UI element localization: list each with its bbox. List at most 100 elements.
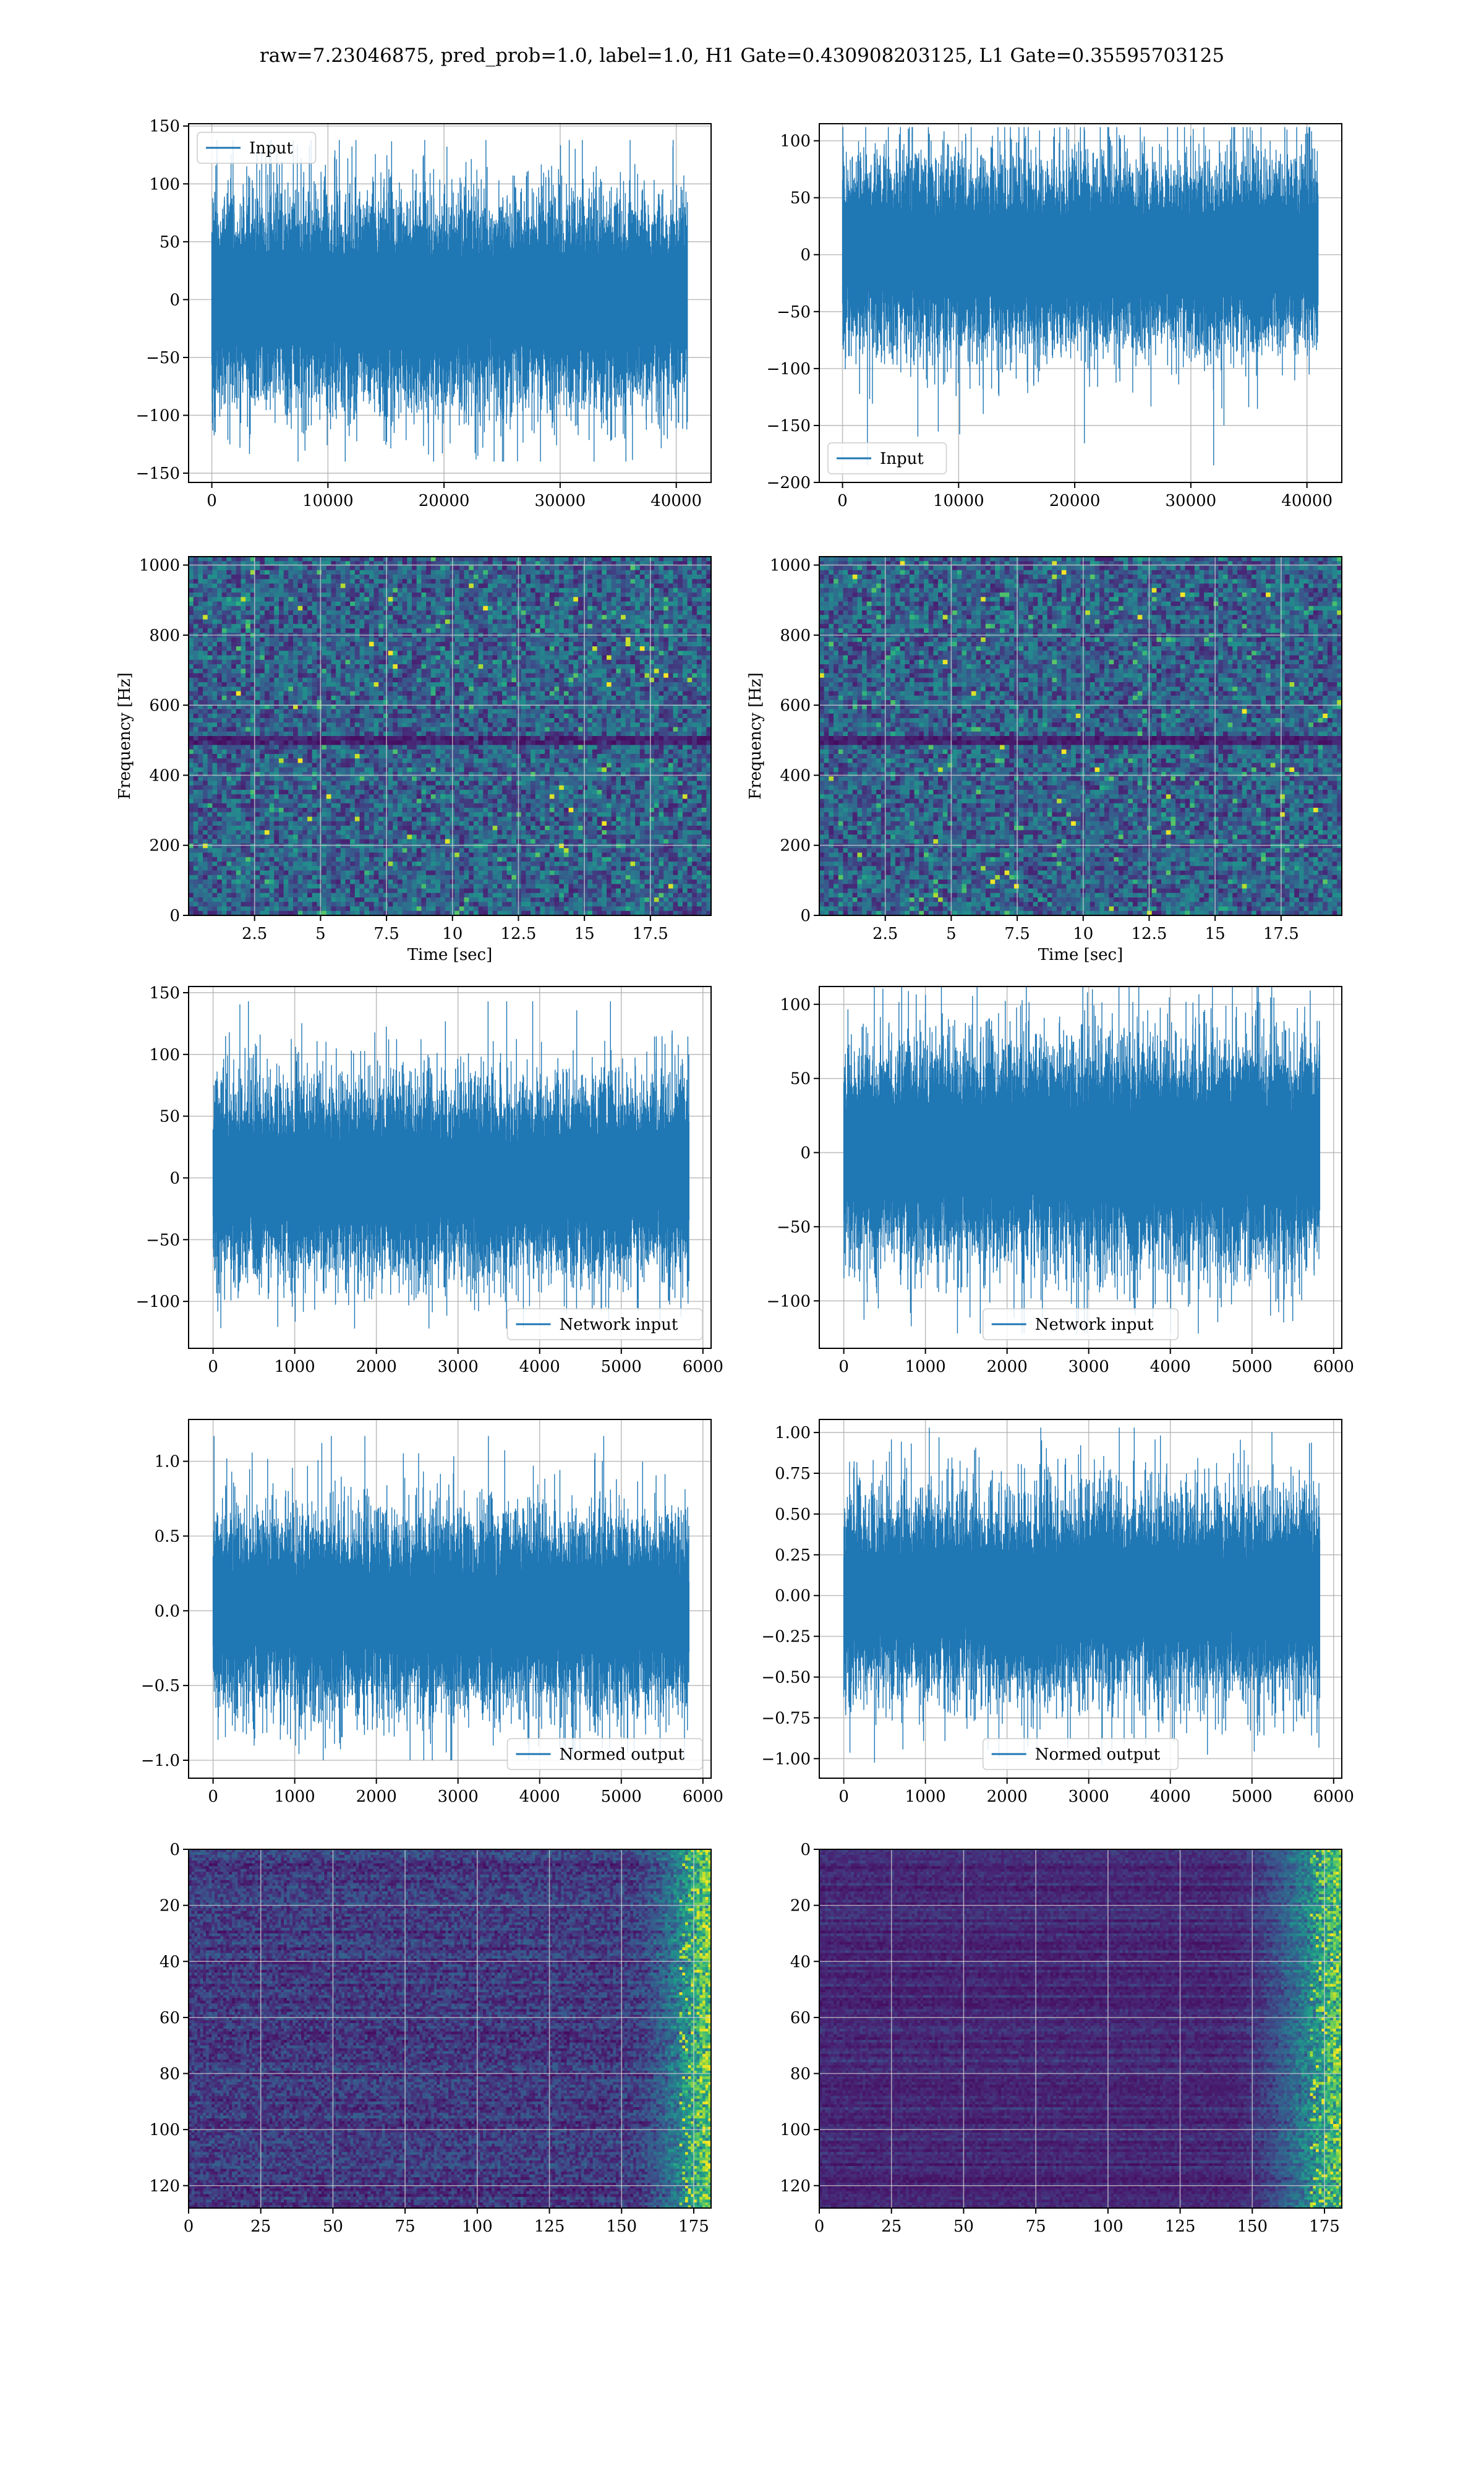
x-tick-label: 3000 <box>1068 1787 1109 1806</box>
x-tick-label: 50 <box>323 2217 343 2236</box>
x-tick-label: 5000 <box>1232 1787 1273 1806</box>
y-tick-label: 100 <box>780 132 811 151</box>
x-tick-label: 100 <box>1093 2217 1124 2236</box>
x-tick-label: 6000 <box>683 1787 723 1806</box>
x-tick-label: 6000 <box>1313 1358 1354 1376</box>
x-tick-label: 17.5 <box>633 925 668 943</box>
x-tick-label: 7.5 <box>373 925 399 943</box>
x-tick-label: 30000 <box>535 492 586 510</box>
x-tick-label: 25 <box>881 2217 902 2236</box>
y-tick-label: 150 <box>149 118 180 136</box>
x-tick-label: 0 <box>208 1358 218 1376</box>
plot-area <box>819 557 1342 916</box>
x-tick-label: 2000 <box>987 1358 1028 1376</box>
x-tick-label: 2000 <box>356 1358 397 1376</box>
x-tick-label: 4000 <box>1150 1358 1191 1376</box>
x-tick-label: 10000 <box>933 492 984 510</box>
y-tick-label: 0 <box>169 907 180 925</box>
panel-r2c2: 2.5 5 7.5 10 12.5 15 17.502004006008001000Time… <box>746 557 1342 964</box>
x-tick-label: 2000 <box>356 1787 397 1806</box>
x-tick-label: 0 <box>838 1787 849 1806</box>
x-tick-label: 175 <box>678 2217 709 2236</box>
y-tick-label: −200 <box>767 474 811 492</box>
y-tick-label: 1.0 <box>155 1453 180 1471</box>
y-axis-label: Frequency [Hz] <box>746 672 765 800</box>
y-tick-label: −100 <box>767 360 811 379</box>
x-tick-label: 0 <box>837 492 848 510</box>
y-tick-label: −150 <box>136 464 180 483</box>
legend-label: Network input <box>1035 1316 1154 1334</box>
heatmap-cells <box>189 557 712 916</box>
y-tick-label: −0.25 <box>761 1628 811 1646</box>
x-tick-label: 10000 <box>302 492 354 510</box>
x-tick-label: 3000 <box>1068 1358 1109 1376</box>
x-tick-label: 12.5 <box>1132 925 1167 943</box>
y-tick-label: 80 <box>790 2065 811 2084</box>
x-tick-label: 100 <box>462 2217 493 2236</box>
legend: Network input <box>508 1309 703 1340</box>
y-tick-label: 0 <box>169 1169 180 1188</box>
x-tick-label: 17.5 <box>1263 925 1299 943</box>
y-tick-label: 60 <box>160 2009 180 2027</box>
y-tick-label: 0 <box>800 1144 811 1163</box>
y-tick-label: 0.5 <box>155 1528 180 1546</box>
y-tick-label: 200 <box>149 837 180 855</box>
x-tick-label: 5000 <box>1232 1358 1273 1376</box>
legend: Network input <box>983 1309 1179 1340</box>
legend: Input <box>197 132 316 163</box>
y-tick-label: 0.00 <box>775 1587 811 1606</box>
legend-label: Network input <box>560 1316 678 1334</box>
x-axis-label: Time [sec] <box>407 946 493 964</box>
x-tick-label: 75 <box>1026 2217 1046 2236</box>
x-tick-label: 4000 <box>519 1787 560 1806</box>
legend-label: Normed output <box>560 1745 685 1764</box>
x-tick-label: 12.5 <box>501 925 537 943</box>
y-tick-label: 60 <box>790 2009 811 2027</box>
x-tick-label: 75 <box>395 2217 416 2236</box>
y-tick-label: 1.00 <box>775 1424 811 1442</box>
x-tick-label: 5000 <box>601 1358 642 1376</box>
x-tick-label: 30000 <box>1166 492 1217 510</box>
legend: Normed output <box>983 1739 1179 1770</box>
y-tick-label: 40 <box>790 1953 811 1971</box>
y-tick-label: 50 <box>790 189 811 208</box>
y-tick-label: 20 <box>790 1897 811 1915</box>
y-tick-label: 120 <box>149 2177 180 2196</box>
y-tick-label: −100 <box>136 406 180 425</box>
y-tick-label: −1.0 <box>141 1752 180 1770</box>
x-tick-label: 40000 <box>650 492 702 510</box>
y-tick-label: −50 <box>146 349 180 367</box>
x-tick-label: 50 <box>953 2217 974 2236</box>
y-tick-label: 50 <box>160 233 180 252</box>
x-tick-label: 4000 <box>519 1358 560 1376</box>
x-tick-label: 0 <box>838 1358 849 1376</box>
heatmap-cells <box>819 1849 1342 2209</box>
y-tick-label: 800 <box>149 627 180 645</box>
x-tick-label: 15 <box>574 925 595 943</box>
y-tick-label: 100 <box>149 1046 180 1064</box>
y-tick-label: 200 <box>780 837 811 855</box>
x-tick-label: 15 <box>1205 925 1226 943</box>
x-tick-label: 0 <box>207 492 217 510</box>
y-tick-label: −0.50 <box>761 1669 811 1687</box>
x-axis-label: Time [sec] <box>1038 946 1124 964</box>
y-tick-label: −0.5 <box>141 1677 180 1695</box>
x-tick-label: 20000 <box>1049 492 1101 510</box>
x-tick-label: 1000 <box>905 1358 946 1376</box>
x-tick-label: 1000 <box>275 1787 315 1806</box>
x-tick-label: 25 <box>250 2217 271 2236</box>
x-tick-label: 20000 <box>419 492 470 510</box>
x-tick-label: 150 <box>606 2217 637 2236</box>
y-tick-label: 400 <box>780 766 811 785</box>
y-tick-label: 600 <box>780 696 811 715</box>
x-tick-label: 7.5 <box>1004 925 1030 943</box>
legend: Normed output <box>508 1739 703 1770</box>
heatmap-cells <box>189 1849 712 2209</box>
y-tick-label: 0 <box>800 907 811 925</box>
y-tick-label: 0 <box>169 291 180 309</box>
x-tick-label: 10 <box>442 925 463 943</box>
x-tick-label: 10 <box>1073 925 1093 943</box>
y-axis-label: Frequency [Hz] <box>116 672 134 800</box>
y-tick-label: 0 <box>169 1841 180 1859</box>
